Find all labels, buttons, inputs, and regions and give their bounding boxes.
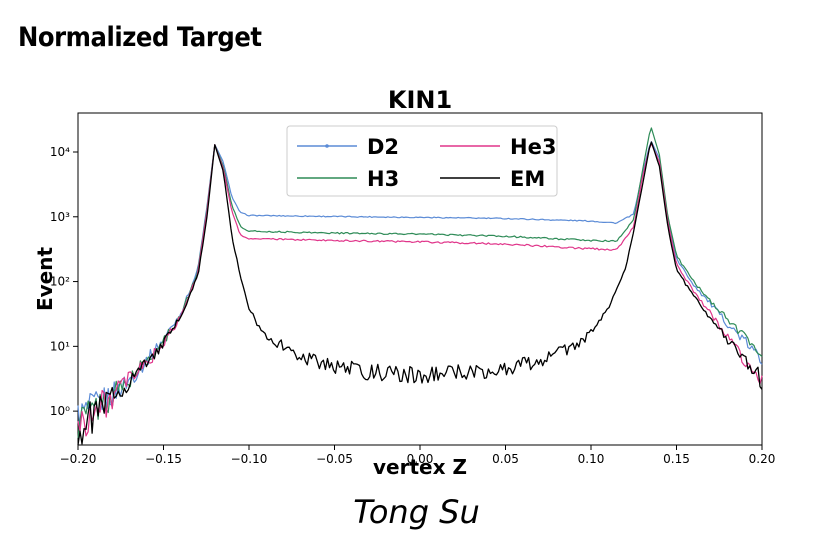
- y-tick-label: 10⁴: [50, 145, 70, 159]
- legend: D2 H3 He3 EM: [286, 125, 558, 197]
- x-tick-label: 0.05: [492, 452, 519, 466]
- x-tick-label: 0.10: [578, 452, 605, 466]
- legend-marker-d2: [325, 144, 329, 148]
- x-tick-label: 0.15: [663, 452, 690, 466]
- y-tick-label: 10²: [50, 275, 70, 289]
- x-tick-label: 0.20: [749, 452, 776, 466]
- chart-title: KIN1: [388, 86, 452, 114]
- x-tick-label: 0.00: [407, 452, 434, 466]
- y-tick-label: 10³: [50, 210, 70, 224]
- slide-title: Normalized Target: [18, 22, 262, 53]
- x-tick-label: −0.10: [231, 452, 268, 466]
- legend-label-d2: D2: [367, 135, 399, 159]
- y-tick-label: 10⁰: [50, 404, 70, 418]
- axis-ticks: −0.20 −0.15 −0.10 −0.05 0.00 0.05 0.10 0.15 0.20…: [50, 145, 775, 466]
- legend-label-h3: H3: [367, 167, 399, 191]
- x-axis-label: vertex Z: [373, 455, 467, 479]
- x-tick-label: −0.15: [145, 452, 182, 466]
- x-tick-label: −0.05: [316, 452, 353, 466]
- author-name: Tong Su: [353, 493, 480, 531]
- y-tick-label: 10¹: [50, 339, 70, 353]
- legend-label-em: EM: [510, 167, 545, 191]
- y-axis-label: Event: [33, 247, 57, 312]
- series-line-em: [77, 141, 763, 446]
- series-lines: [77, 127, 763, 446]
- x-tick-label: −0.20: [60, 452, 97, 466]
- legend-label-he3: He3: [510, 135, 556, 159]
